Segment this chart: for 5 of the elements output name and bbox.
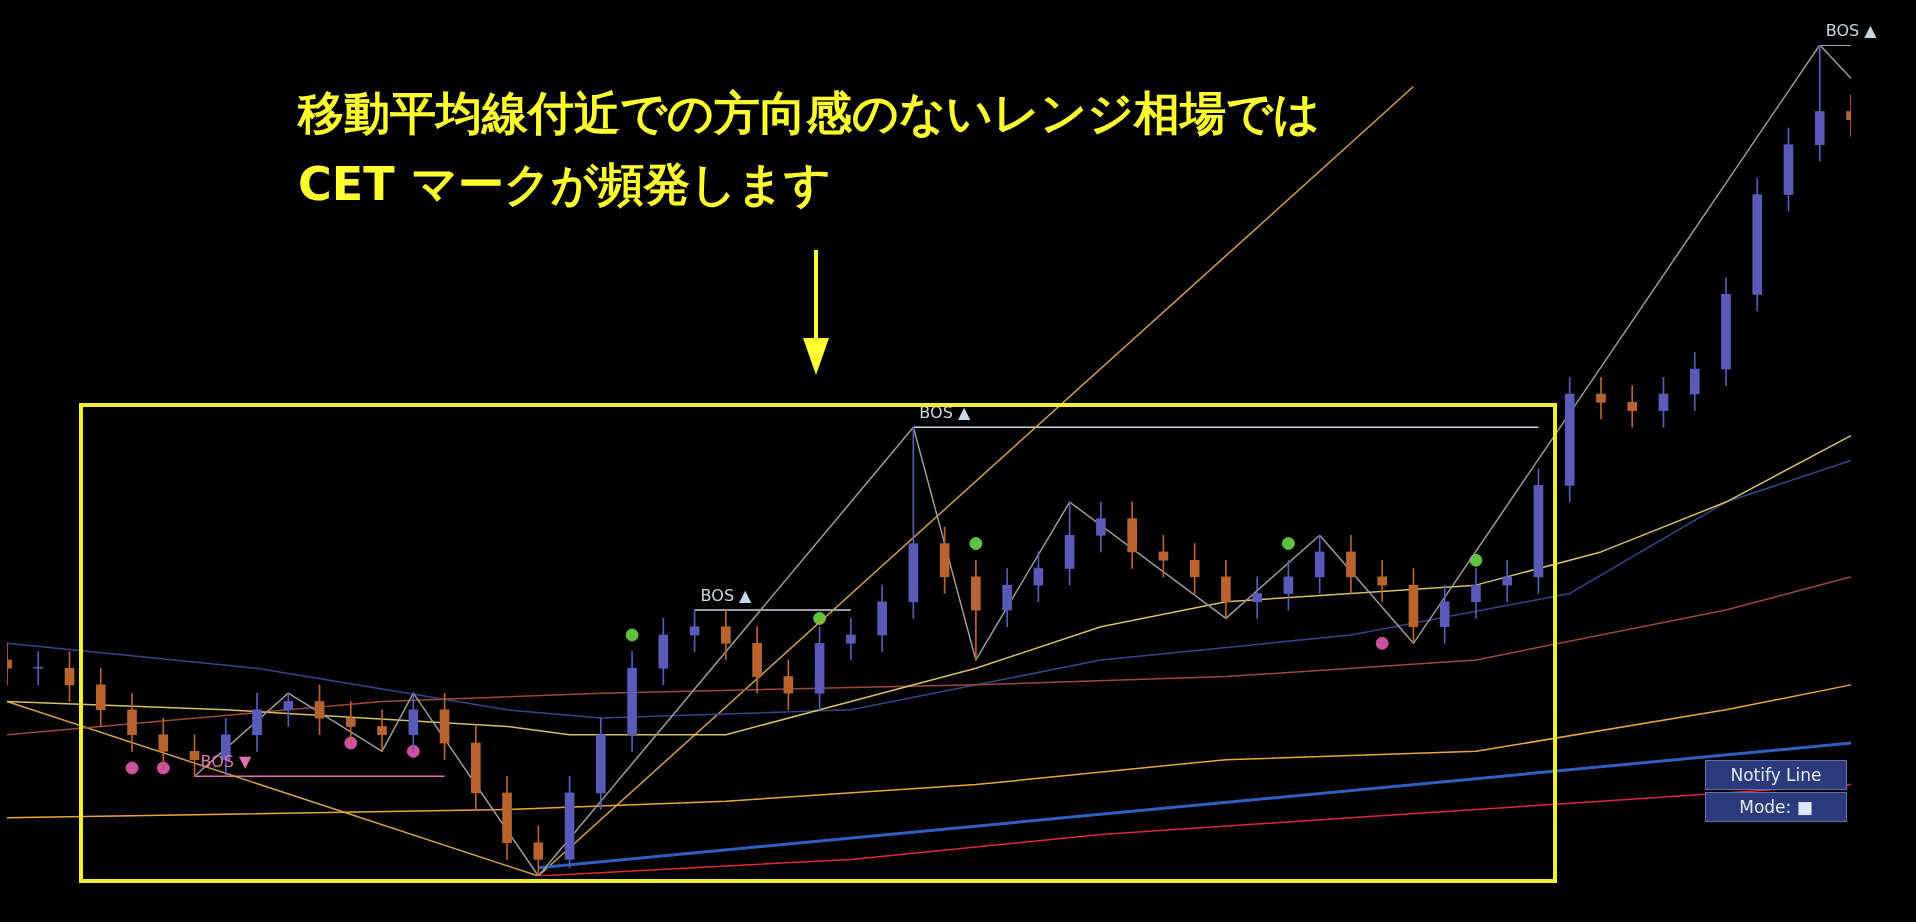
series-label: BOS ▲ <box>700 586 753 606</box>
button: Notify Line <box>1705 760 1847 790</box>
series-label: BOS ▲ <box>1825 21 1878 41</box>
button: Mode: ■ <box>1705 792 1847 822</box>
text: 移動平均線付近での方向感のないレンジ相場では CET マークが頻発します <box>298 85 1321 214</box>
